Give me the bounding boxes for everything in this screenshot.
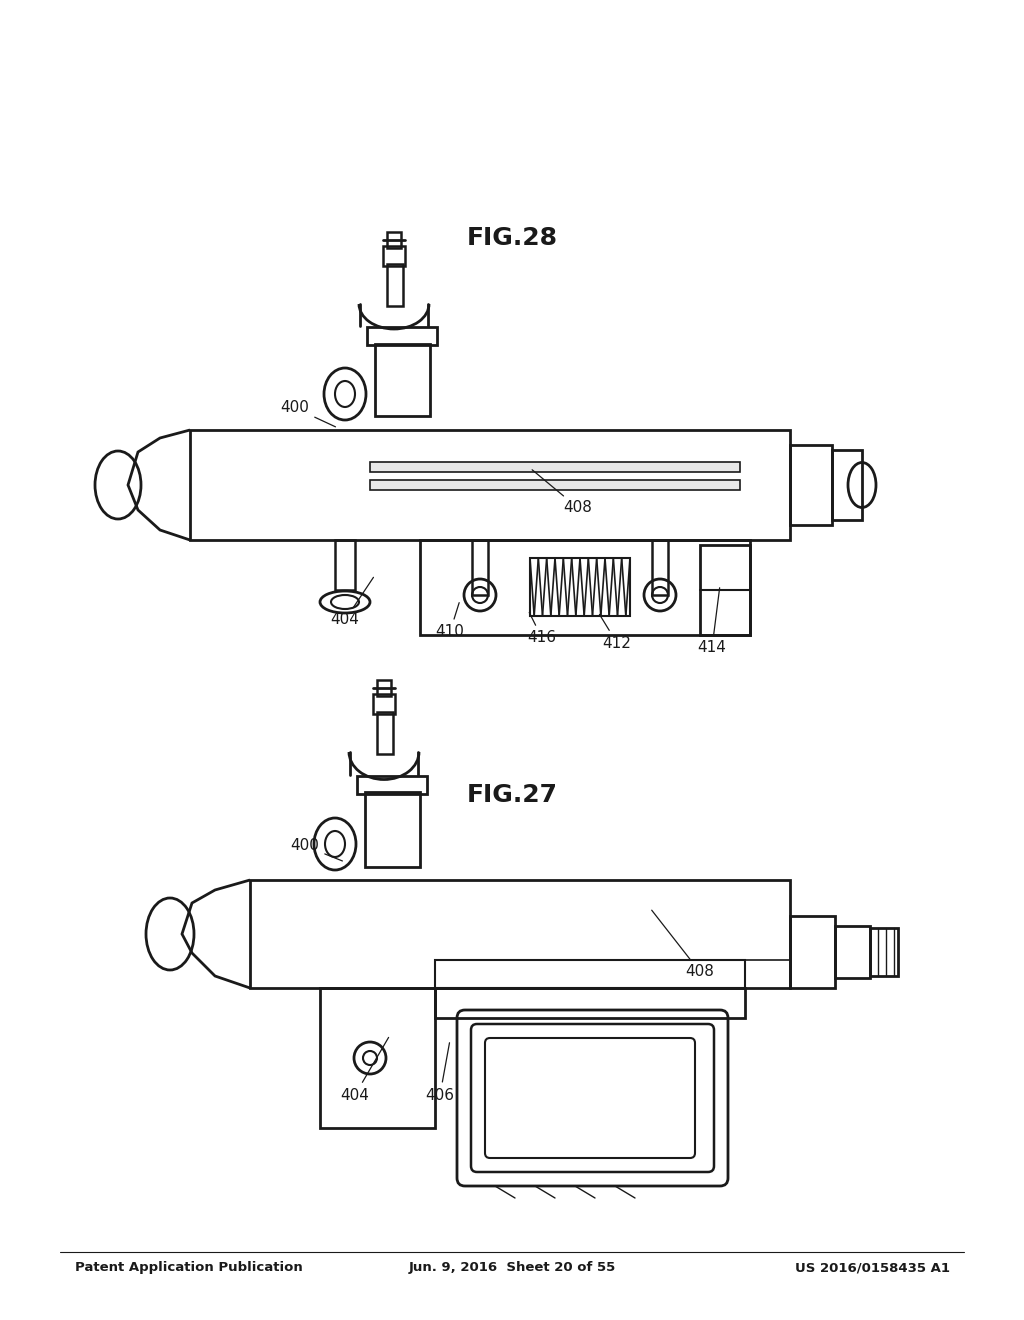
Bar — [835, 927, 870, 978]
Bar — [250, 880, 790, 987]
Bar — [370, 480, 740, 490]
Text: 400: 400 — [281, 400, 336, 426]
Text: 408: 408 — [651, 911, 715, 979]
Bar — [652, 540, 668, 595]
Bar — [790, 445, 831, 525]
Text: FIG.28: FIG.28 — [467, 226, 557, 249]
Text: 414: 414 — [697, 587, 726, 656]
Bar — [370, 462, 740, 473]
Bar — [190, 430, 790, 540]
Bar — [375, 345, 430, 416]
Text: US 2016/0158435 A1: US 2016/0158435 A1 — [795, 1262, 950, 1275]
Text: 404: 404 — [331, 577, 374, 627]
Bar — [435, 960, 745, 987]
Bar — [530, 558, 630, 616]
Bar — [365, 792, 420, 867]
Text: 412: 412 — [599, 614, 632, 651]
Bar — [319, 987, 435, 1129]
Bar — [472, 540, 488, 595]
Text: 416: 416 — [527, 612, 556, 645]
Bar — [435, 987, 745, 1018]
Bar — [367, 327, 437, 345]
Bar — [831, 450, 862, 520]
Bar — [357, 776, 427, 795]
Bar — [377, 680, 391, 696]
Bar — [700, 545, 750, 635]
Text: 400: 400 — [291, 838, 342, 861]
Bar — [870, 928, 898, 975]
Text: Jun. 9, 2016  Sheet 20 of 55: Jun. 9, 2016 Sheet 20 of 55 — [409, 1262, 615, 1275]
Bar — [420, 540, 750, 635]
Bar — [373, 694, 395, 714]
Text: Patent Application Publication: Patent Application Publication — [75, 1262, 303, 1275]
Bar — [377, 711, 393, 754]
Text: 404: 404 — [341, 1038, 388, 1102]
Text: FIG.27: FIG.27 — [467, 783, 557, 807]
Bar — [387, 232, 401, 248]
Bar — [790, 916, 835, 987]
Bar — [335, 540, 355, 590]
Text: 408: 408 — [532, 470, 593, 516]
Bar — [383, 246, 406, 267]
Text: 406: 406 — [426, 1043, 455, 1102]
Bar — [387, 264, 403, 306]
Text: 410: 410 — [435, 603, 465, 639]
